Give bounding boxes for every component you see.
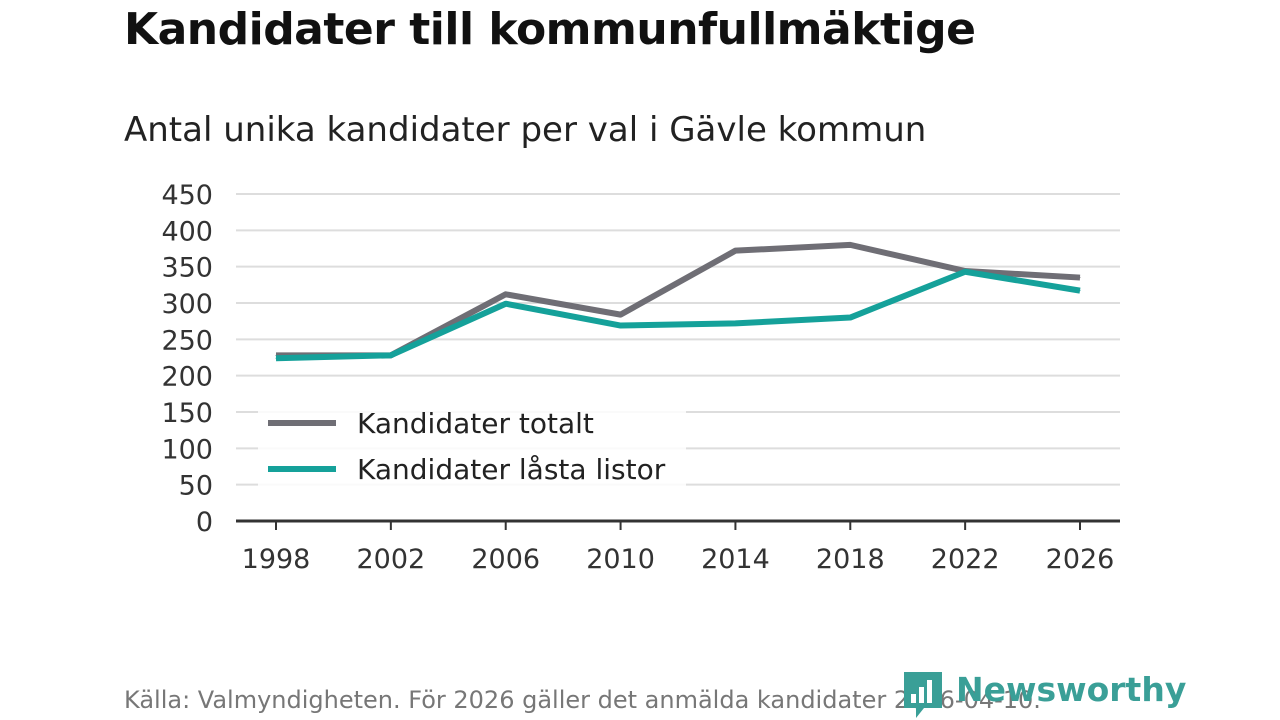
point-locked-2014: [734, 322, 736, 324]
x-tick-label: 2026: [1046, 544, 1115, 575]
x-tick-label: 2014: [701, 544, 770, 575]
x-tick-label: 2002: [356, 544, 425, 575]
point-total-2018: [849, 244, 851, 246]
y-axis-ticks: 0 50 100 150 200 250 300 350 400 450: [161, 180, 213, 538]
point-total-2006: [505, 293, 507, 295]
y-tick-label: 0: [196, 507, 213, 538]
point-total-2014: [734, 250, 736, 252]
x-axis-ticks: 1998 2002 2006 2010 2014 2018 2022 2026: [242, 521, 1115, 575]
chart-subtitle: Antal unika kandidater per val i Gävle k…: [124, 110, 927, 150]
brand-name: Newsworthy: [956, 670, 1187, 709]
y-tick-label: 150: [161, 398, 213, 429]
point-locked-2018: [849, 317, 851, 319]
y-tick-label: 300: [161, 289, 213, 320]
x-tick-label: 2010: [586, 544, 655, 575]
legend: Kandidater totalt Kandidater låsta listo…: [258, 407, 686, 486]
y-tick-label: 450: [161, 180, 213, 211]
source-note: Källa: Valmyndigheten. För 2026 gäller d…: [124, 686, 1041, 714]
y-tick-label: 400: [161, 216, 213, 247]
series-line-locked: [275, 268, 1081, 362]
point-locked-2006: [505, 303, 507, 305]
point-locked-2026: [1079, 290, 1081, 292]
newsworthy-logo: Newsworthy: [902, 670, 1186, 720]
y-tick-label: 50: [179, 471, 213, 502]
point-total-2010: [620, 314, 622, 316]
x-tick-label: 1998: [242, 544, 311, 575]
series-lines: [275, 241, 1081, 362]
point-locked-2022: [964, 271, 966, 273]
point-locked-1998: [275, 357, 277, 359]
x-tick-label: 2006: [471, 544, 540, 575]
y-tick-label: 200: [161, 362, 213, 393]
bar-chart-icon: [904, 672, 942, 718]
y-tick-label: 250: [161, 325, 213, 356]
point-total-2026: [1079, 277, 1081, 279]
x-tick-label: 2018: [816, 544, 885, 575]
chart-title: Kandidater till kommunfullmäktige: [124, 4, 976, 55]
point-locked-2010: [620, 325, 622, 327]
y-tick-label: 100: [161, 434, 213, 465]
y-tick-label: 350: [161, 253, 213, 284]
legend-label-locked: Kandidater låsta listor: [357, 453, 666, 486]
legend-label-total: Kandidater totalt: [357, 407, 594, 440]
point-locked-2002: [390, 354, 392, 356]
x-tick-label: 2022: [931, 544, 1000, 575]
